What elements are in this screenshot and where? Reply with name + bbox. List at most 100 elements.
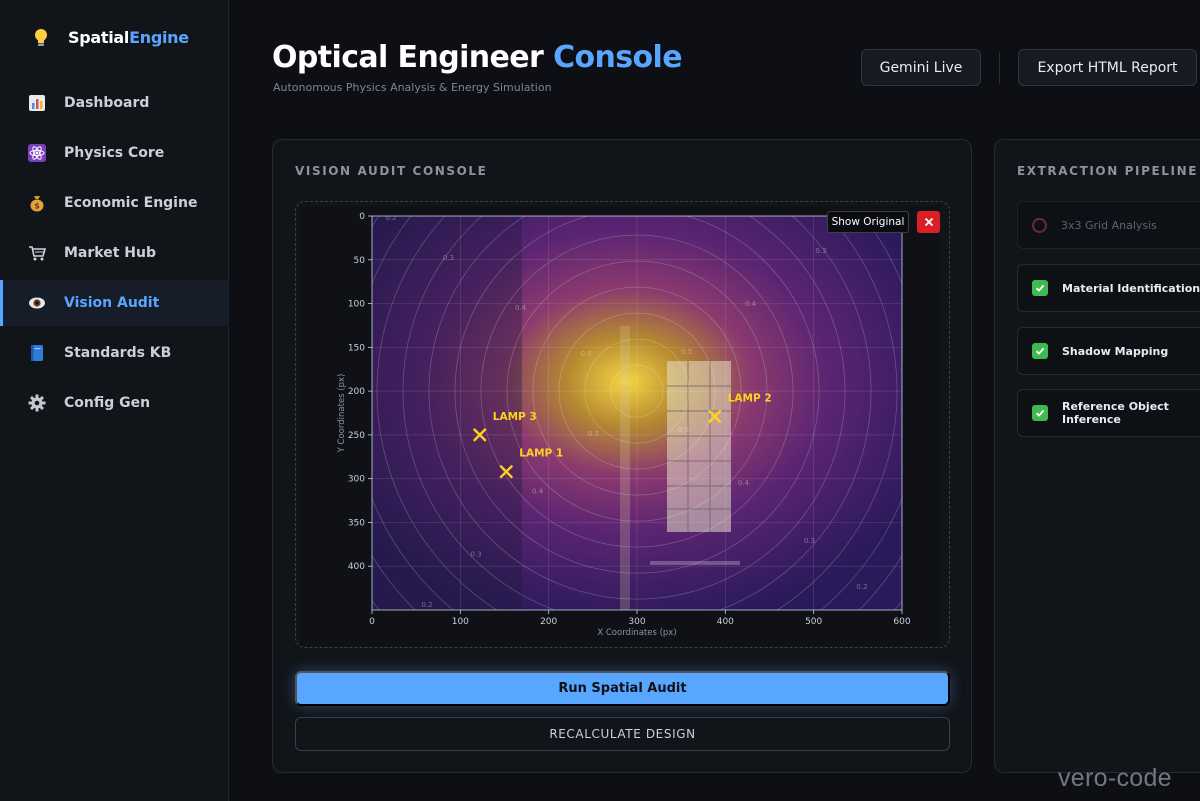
contour-label: 0.4 <box>515 304 527 312</box>
watermark: vero-code <box>1058 764 1172 792</box>
sidebar-item-label: Economic Engine <box>64 195 198 211</box>
page-subtitle: Autonomous Physics Analysis & Energy Sim… <box>273 81 552 94</box>
sidebar-item-physics-core[interactable]: Physics Core <box>0 130 229 176</box>
gemini-live-button[interactable]: Gemini Live <box>861 49 981 86</box>
contour-label: 0.2 <box>385 214 396 222</box>
pipeline-title: EXTRACTION PIPELINE <box>1017 164 1199 178</box>
contour-ring <box>402 216 872 610</box>
book-icon <box>28 344 46 362</box>
contour-ring <box>506 260 768 522</box>
contour-label: 0.5 <box>681 348 692 356</box>
contour-ring <box>428 216 846 600</box>
show-original-button[interactable]: Show Original <box>827 211 909 233</box>
window-pane <box>667 361 731 532</box>
svg-text:$: $ <box>34 202 40 211</box>
contour-label: 0.3 <box>443 254 454 262</box>
contour-ring <box>454 216 820 574</box>
y-tick-label: 100 <box>348 300 365 310</box>
lamp-markers: LAMP 3 LAMP 1 LAMP 2 <box>472 393 772 479</box>
contour-label: 0.4 <box>745 300 757 308</box>
sidebar-item-label: Physics Core <box>64 145 165 161</box>
contour-ring <box>610 364 664 418</box>
contour-ring <box>584 338 690 444</box>
sidebar-nav: Dashboard Physics Core $ Economic Engine… <box>0 80 229 430</box>
heatmap-chart: 0.5 0.50.50.50.40.40.40.40.30.30.30.30.20… <box>300 206 940 646</box>
sidebar-item-label: Vision Audit <box>64 295 160 311</box>
y-tick-label: 300 <box>348 475 365 485</box>
lamp-marker[interactable] <box>707 409 722 424</box>
y-tick-label: 0 <box>359 212 365 222</box>
export-report-button[interactable]: Export HTML Report <box>1018 49 1197 86</box>
eye-icon <box>28 294 46 312</box>
contour-label: 0.5 <box>588 430 599 438</box>
x-tick-label: 100 <box>452 617 469 627</box>
image-viewer <box>295 201 950 648</box>
room-wall-left <box>372 216 522 610</box>
sidebar-item-standards-kb[interactable]: Standards KB <box>0 330 229 376</box>
pipeline-step-label: Shadow Mapping <box>1062 344 1169 358</box>
vision-audit-title: VISION AUDIT CONSOLE <box>295 164 488 178</box>
sidebar-item-economic-engine[interactable]: $ Economic Engine <box>0 180 229 226</box>
lamp-marker[interactable] <box>499 464 514 479</box>
y-tick-label: 250 <box>348 431 365 441</box>
lamp-label: LAMP 1 <box>519 448 563 460</box>
lightbulb-icon <box>32 28 50 47</box>
x-tick-label: 300 <box>628 617 645 627</box>
y-axis-label: Y Coordinates (px) <box>337 374 347 454</box>
y-tick-label: 150 <box>348 343 365 353</box>
sidebar-item-label: Dashboard <box>64 95 150 111</box>
x-axis: 0 100 200 300 400 500 600 <box>369 610 911 627</box>
heatmap-fill <box>372 216 902 610</box>
contour-ring <box>558 312 716 470</box>
atom-icon <box>28 144 46 162</box>
pipeline-step-reference-object-inference[interactable]: Reference Object Inference <box>1017 389 1200 437</box>
bar-chart-icon <box>28 94 46 112</box>
pipeline-step-label: Reference Object Inference <box>1062 400 1169 426</box>
run-spatial-audit-button[interactable]: Run Spatial Audit <box>295 671 950 706</box>
pipeline-step-label: Material Identification <box>1062 281 1200 295</box>
brand-logo[interactable]: SpatialEngine <box>32 28 189 47</box>
contour-label: 0.5 <box>678 426 689 434</box>
sidebar-item-market-hub[interactable]: Market Hub <box>0 230 229 276</box>
y-tick-label: 400 <box>348 562 365 572</box>
y-tick-label: 50 <box>354 256 366 266</box>
contour-ring <box>376 216 898 610</box>
shopping-cart-icon <box>28 244 46 262</box>
sidebar-item-label: Config Gen <box>64 395 151 411</box>
x-axis-label: X Coordinates (px) <box>597 628 676 638</box>
pipeline-step-label: 3x3 Grid Analysis <box>1061 218 1157 232</box>
contour-ring <box>532 286 742 496</box>
contour-label: 0.3 <box>804 537 815 545</box>
page-title: Optical Engineer Console <box>272 40 683 75</box>
contour-ring <box>480 234 794 548</box>
sidebar-item-dashboard[interactable]: Dashboard <box>0 80 229 126</box>
sidebar-item-config-gen[interactable]: Config Gen <box>0 380 229 426</box>
money-bag-icon: $ <box>28 194 46 212</box>
checkmark-icon <box>1032 343 1048 359</box>
sidebar: SpatialEngine Dashboard Physics Core $ E… <box>0 0 229 801</box>
pending-ring-icon <box>1032 217 1047 233</box>
lamp-marker[interactable] <box>472 428 487 442</box>
checkmark-icon <box>1032 280 1048 296</box>
recalculate-design-button[interactable]: RECALCULATE DESIGN <box>295 717 950 751</box>
contour-label: 0.3 <box>815 247 826 255</box>
x-tick-label: 500 <box>805 617 822 627</box>
pipeline-step-grid-analysis[interactable]: 3x3 Grid Analysis <box>1017 201 1200 249</box>
gridlines <box>372 216 902 610</box>
y-tick-label: 200 <box>348 387 365 397</box>
pipeline-step-shadow-mapping[interactable]: Shadow Mapping <box>1017 327 1200 375</box>
sidebar-item-label: Market Hub <box>64 245 156 261</box>
door-frame <box>620 326 630 610</box>
header-divider <box>999 52 1000 84</box>
contour-label: 0.2 <box>421 601 432 609</box>
sidebar-item-label: Standards KB <box>64 345 172 361</box>
close-overlay-button[interactable] <box>917 211 940 233</box>
y-axis: 0 50 100 150 200 250 300 350 400 <box>348 212 372 572</box>
checkmark-icon <box>1032 405 1048 421</box>
contour-label: 0.5 <box>581 350 592 358</box>
pipeline-step-material-identification[interactable]: Material Identification <box>1017 264 1200 312</box>
window-muntins <box>667 361 731 532</box>
sidebar-item-vision-audit[interactable]: Vision Audit <box>0 280 229 326</box>
lamp-label: LAMP 2 <box>728 393 772 405</box>
contour-label: 0.4 <box>738 479 750 487</box>
